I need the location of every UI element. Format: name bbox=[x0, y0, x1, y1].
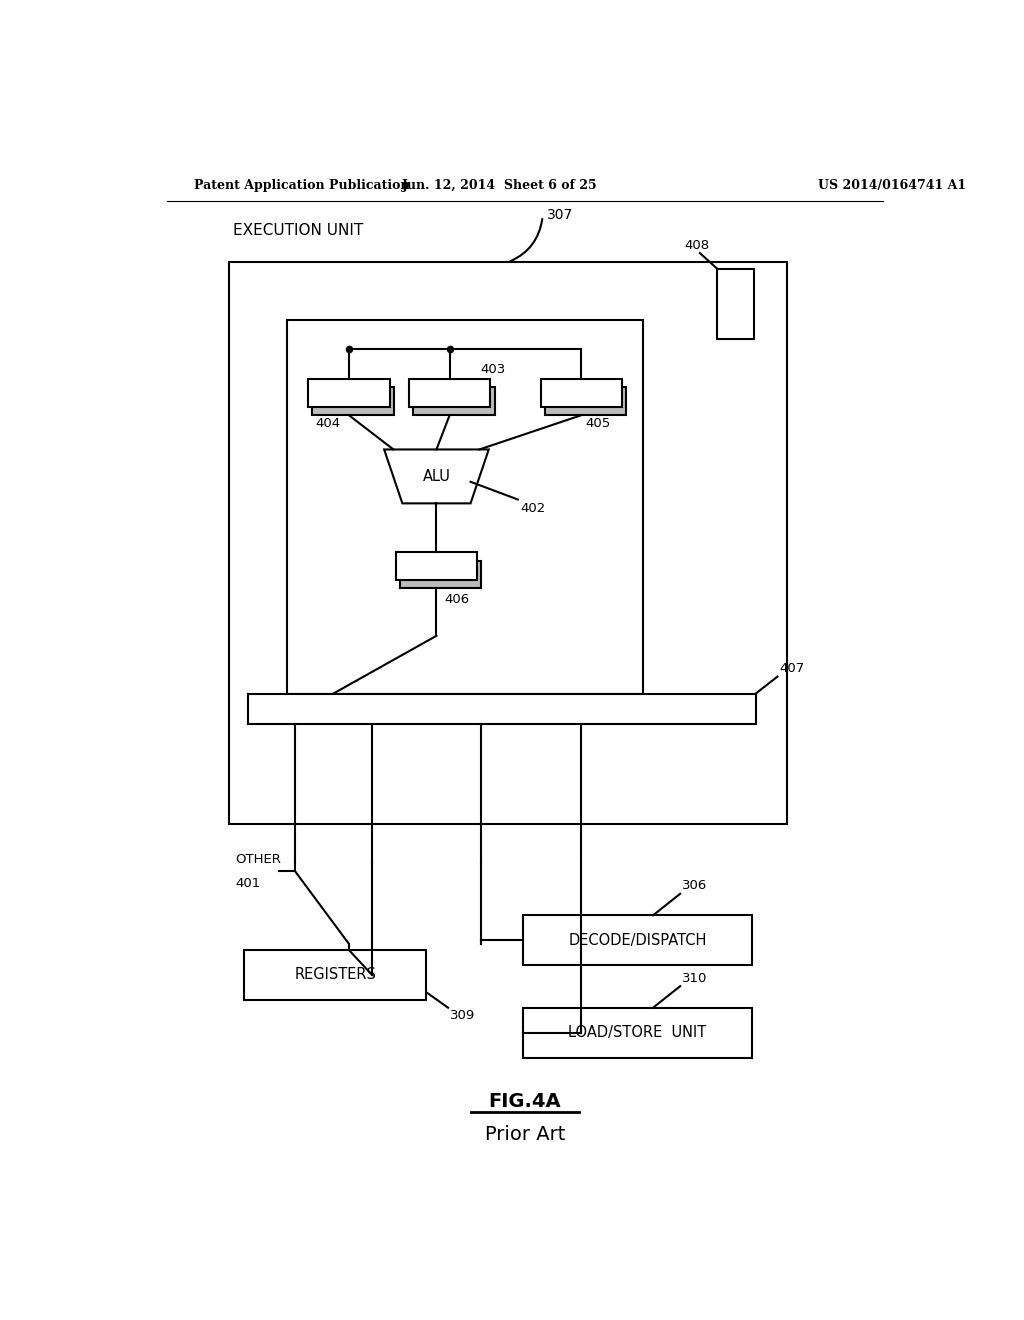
Text: 307: 307 bbox=[547, 207, 572, 222]
Text: 404: 404 bbox=[315, 417, 341, 430]
Text: Prior Art: Prior Art bbox=[484, 1125, 565, 1144]
FancyBboxPatch shape bbox=[545, 388, 627, 416]
FancyBboxPatch shape bbox=[523, 915, 752, 965]
FancyBboxPatch shape bbox=[312, 388, 394, 416]
Text: US 2014/0164741 A1: US 2014/0164741 A1 bbox=[818, 178, 966, 191]
Polygon shape bbox=[384, 450, 488, 503]
Text: 405: 405 bbox=[586, 417, 610, 430]
Text: FIG.4A: FIG.4A bbox=[488, 1092, 561, 1111]
Text: 402: 402 bbox=[520, 502, 546, 515]
Text: 408: 408 bbox=[684, 239, 710, 252]
Text: 306: 306 bbox=[682, 879, 707, 892]
Text: LOAD/STORE  UNIT: LOAD/STORE UNIT bbox=[568, 1026, 707, 1040]
FancyBboxPatch shape bbox=[400, 561, 481, 589]
FancyBboxPatch shape bbox=[409, 379, 490, 407]
FancyBboxPatch shape bbox=[523, 1007, 752, 1057]
Text: ALU: ALU bbox=[423, 469, 451, 484]
Text: Patent Application Publication: Patent Application Publication bbox=[194, 178, 410, 191]
Text: 403: 403 bbox=[480, 363, 506, 376]
Text: REGISTERS: REGISTERS bbox=[294, 968, 376, 982]
Text: OTHER: OTHER bbox=[234, 853, 281, 866]
FancyBboxPatch shape bbox=[414, 388, 495, 416]
Text: EXECUTION UNIT: EXECUTION UNIT bbox=[232, 223, 362, 238]
Text: 310: 310 bbox=[682, 972, 708, 985]
Text: 407: 407 bbox=[779, 663, 804, 675]
FancyBboxPatch shape bbox=[395, 552, 477, 579]
FancyBboxPatch shape bbox=[541, 379, 622, 407]
FancyBboxPatch shape bbox=[287, 321, 643, 693]
FancyBboxPatch shape bbox=[308, 379, 389, 407]
Text: 309: 309 bbox=[450, 1010, 475, 1022]
Text: 401: 401 bbox=[234, 878, 260, 890]
Text: 406: 406 bbox=[444, 594, 469, 606]
FancyBboxPatch shape bbox=[245, 950, 426, 1001]
FancyBboxPatch shape bbox=[717, 268, 755, 339]
Text: DECODE/DISPATCH: DECODE/DISPATCH bbox=[568, 933, 707, 948]
Text: Jun. 12, 2014  Sheet 6 of 25: Jun. 12, 2014 Sheet 6 of 25 bbox=[402, 178, 598, 191]
FancyBboxPatch shape bbox=[248, 693, 756, 725]
FancyBboxPatch shape bbox=[228, 263, 786, 825]
